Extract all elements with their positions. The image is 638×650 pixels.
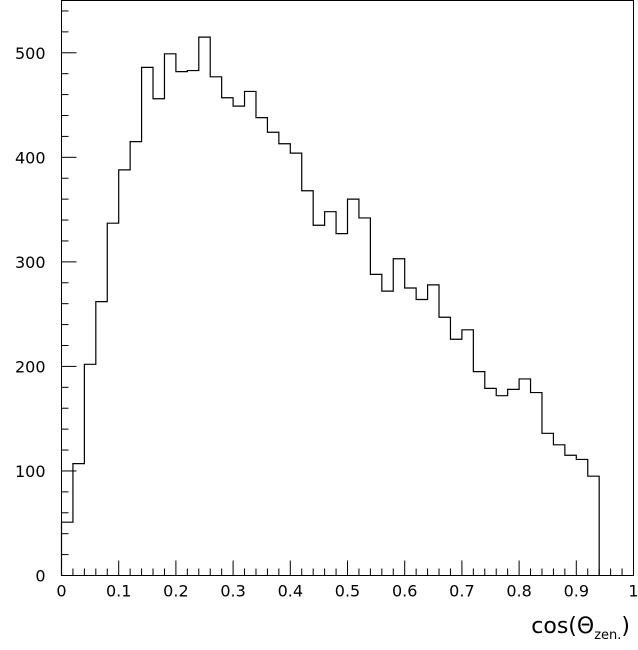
histogram-bin (439, 317, 450, 575)
histogram-bin (84, 364, 95, 575)
histogram-bin (313, 225, 324, 575)
x-tick-labels: 0 0.1 0.2 0.3 0.4 0.5 0.6 0.7 0.8 0.9 1 (56, 582, 638, 601)
y-tick-label: 100 (15, 462, 46, 481)
histogram-bin (290, 153, 301, 575)
histogram-bin (576, 459, 587, 575)
histogram-bin (62, 522, 73, 575)
histogram-bin (336, 234, 347, 576)
histogram-bin (256, 118, 267, 576)
x-axis-title-symbol: Θ (577, 614, 594, 639)
histogram-bin (359, 218, 370, 576)
x-tick-label: 0.3 (220, 582, 245, 601)
histogram-bin (325, 212, 336, 576)
histogram-bin (187, 71, 198, 576)
x-axis-title-prefix: cos( (531, 614, 577, 639)
histogram-bin (508, 389, 519, 575)
histogram-bin (142, 67, 153, 575)
y-tick-label: 300 (15, 253, 46, 272)
x-axis-title-suffix: ) (621, 614, 630, 639)
y-tick-label: 200 (15, 357, 46, 376)
histogram-bin (370, 274, 381, 575)
histogram-bin (153, 99, 164, 576)
x-tick-label: 0.1 (106, 582, 131, 601)
histogram-bin (542, 433, 553, 575)
x-tick-label: 0.9 (564, 582, 589, 601)
y-tick-label: 500 (15, 44, 46, 63)
x-tick-label: 1 (628, 582, 638, 601)
histogram-bin (393, 259, 404, 576)
histogram-bin (245, 91, 256, 575)
histogram-bin (405, 288, 416, 576)
histogram-bin (164, 54, 175, 576)
histogram-bin (130, 142, 141, 576)
histogram-bin (233, 106, 244, 575)
histogram-bins (62, 37, 600, 575)
histogram-bin (222, 98, 233, 576)
histogram-bin (267, 132, 278, 575)
histogram-bin (96, 302, 107, 576)
y-tick-labels: 0 100 200 300 400 500 (15, 44, 46, 586)
histogram-bin (531, 393, 542, 576)
histogram-bin (485, 388, 496, 575)
histogram-bin (416, 300, 427, 576)
histogram-bin (588, 476, 599, 575)
histogram-bin (519, 379, 530, 576)
histogram-bin (462, 330, 473, 576)
histogram-bin (210, 77, 221, 576)
histogram-bin (382, 291, 393, 575)
y-tick-label: 400 (15, 148, 46, 167)
histogram-bin (119, 170, 130, 576)
x-tick-label: 0 (56, 582, 66, 601)
histogram-bin (565, 455, 576, 575)
histogram-bin (553, 445, 564, 576)
histogram-bin (279, 144, 290, 576)
histogram-bin (473, 372, 484, 576)
x-tick-label: 0.8 (506, 582, 531, 601)
histogram-bin (496, 396, 507, 576)
histogram-bin (176, 72, 187, 576)
histogram-bin (450, 339, 461, 575)
histogram-bin (348, 199, 359, 575)
y-tick-label: 0 (35, 567, 45, 586)
x-axis-title: cos(Θzen.) (531, 614, 630, 643)
x-tick-label: 0.6 (392, 582, 417, 601)
histogram-bin (302, 191, 313, 576)
histogram-step-line (60, 36, 600, 576)
x-tick-label: 0.5 (335, 582, 360, 601)
histogram-bin (73, 464, 84, 576)
x-tick-label: 0.7 (449, 582, 474, 601)
x-axis-title-subscript: zen. (594, 628, 621, 643)
histogram-bin (199, 37, 210, 575)
histogram-bin (428, 285, 439, 576)
histogram-bin (107, 223, 118, 575)
x-tick-label: 0.4 (278, 582, 303, 601)
x-tick-label: 0.2 (163, 582, 188, 601)
